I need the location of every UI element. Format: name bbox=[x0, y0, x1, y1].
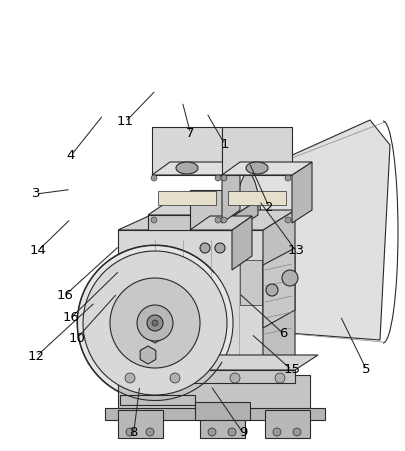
Text: 1: 1 bbox=[221, 138, 229, 151]
Circle shape bbox=[110, 278, 200, 368]
Circle shape bbox=[221, 217, 227, 223]
Text: 9: 9 bbox=[239, 427, 247, 439]
Circle shape bbox=[285, 217, 291, 223]
Polygon shape bbox=[235, 200, 258, 230]
Circle shape bbox=[200, 243, 210, 253]
Bar bbox=[190, 190, 232, 230]
Circle shape bbox=[230, 373, 240, 383]
Circle shape bbox=[125, 373, 135, 383]
Text: 13: 13 bbox=[287, 244, 304, 257]
Polygon shape bbox=[105, 408, 325, 420]
Circle shape bbox=[152, 320, 158, 326]
Ellipse shape bbox=[246, 162, 268, 174]
Circle shape bbox=[215, 175, 221, 181]
Text: 11: 11 bbox=[117, 115, 134, 128]
Text: 6: 6 bbox=[279, 327, 288, 340]
Circle shape bbox=[208, 428, 216, 436]
Bar bbox=[195, 402, 250, 420]
Text: 8: 8 bbox=[130, 427, 138, 439]
Circle shape bbox=[282, 270, 298, 286]
Polygon shape bbox=[118, 230, 263, 375]
Polygon shape bbox=[148, 200, 258, 215]
Circle shape bbox=[215, 243, 225, 253]
Circle shape bbox=[151, 175, 157, 181]
Bar bbox=[265, 410, 310, 438]
Circle shape bbox=[221, 175, 227, 181]
Polygon shape bbox=[118, 375, 310, 410]
Polygon shape bbox=[118, 370, 295, 383]
Circle shape bbox=[147, 315, 163, 331]
Ellipse shape bbox=[233, 173, 263, 333]
Text: 14: 14 bbox=[30, 244, 47, 257]
Circle shape bbox=[83, 251, 227, 395]
Polygon shape bbox=[222, 162, 312, 175]
Bar bbox=[200, 410, 245, 438]
Text: 16: 16 bbox=[56, 289, 73, 302]
Polygon shape bbox=[263, 248, 295, 328]
Circle shape bbox=[275, 373, 285, 383]
Polygon shape bbox=[118, 210, 295, 230]
Bar bbox=[152, 127, 222, 175]
Bar bbox=[228, 191, 286, 205]
Circle shape bbox=[285, 175, 291, 181]
Polygon shape bbox=[190, 216, 252, 230]
Bar bbox=[240, 260, 262, 305]
Polygon shape bbox=[118, 310, 140, 383]
Ellipse shape bbox=[176, 162, 198, 174]
Circle shape bbox=[146, 428, 154, 436]
Polygon shape bbox=[148, 215, 235, 230]
Polygon shape bbox=[263, 210, 295, 375]
Circle shape bbox=[266, 284, 278, 296]
Polygon shape bbox=[120, 395, 195, 405]
Circle shape bbox=[77, 245, 233, 401]
Circle shape bbox=[293, 428, 301, 436]
Circle shape bbox=[228, 428, 236, 436]
Text: 3: 3 bbox=[32, 188, 40, 200]
Circle shape bbox=[137, 305, 173, 341]
Circle shape bbox=[215, 217, 221, 223]
Text: 12: 12 bbox=[28, 350, 45, 363]
Bar bbox=[158, 191, 216, 205]
Text: 7: 7 bbox=[186, 127, 194, 139]
Text: 4: 4 bbox=[67, 149, 75, 162]
Text: 2: 2 bbox=[265, 201, 273, 214]
Text: 15: 15 bbox=[283, 364, 300, 376]
Text: 10: 10 bbox=[68, 332, 85, 345]
Polygon shape bbox=[248, 120, 390, 340]
Text: 16: 16 bbox=[62, 312, 79, 324]
Circle shape bbox=[170, 373, 180, 383]
Bar bbox=[118, 410, 163, 438]
Polygon shape bbox=[118, 355, 318, 370]
Circle shape bbox=[151, 217, 157, 223]
Circle shape bbox=[273, 428, 281, 436]
Circle shape bbox=[126, 428, 134, 436]
Polygon shape bbox=[232, 216, 252, 270]
Polygon shape bbox=[222, 162, 240, 223]
Polygon shape bbox=[118, 295, 162, 310]
Polygon shape bbox=[292, 162, 312, 223]
Text: 5: 5 bbox=[362, 364, 371, 376]
Bar bbox=[222, 127, 292, 175]
Polygon shape bbox=[152, 162, 240, 175]
